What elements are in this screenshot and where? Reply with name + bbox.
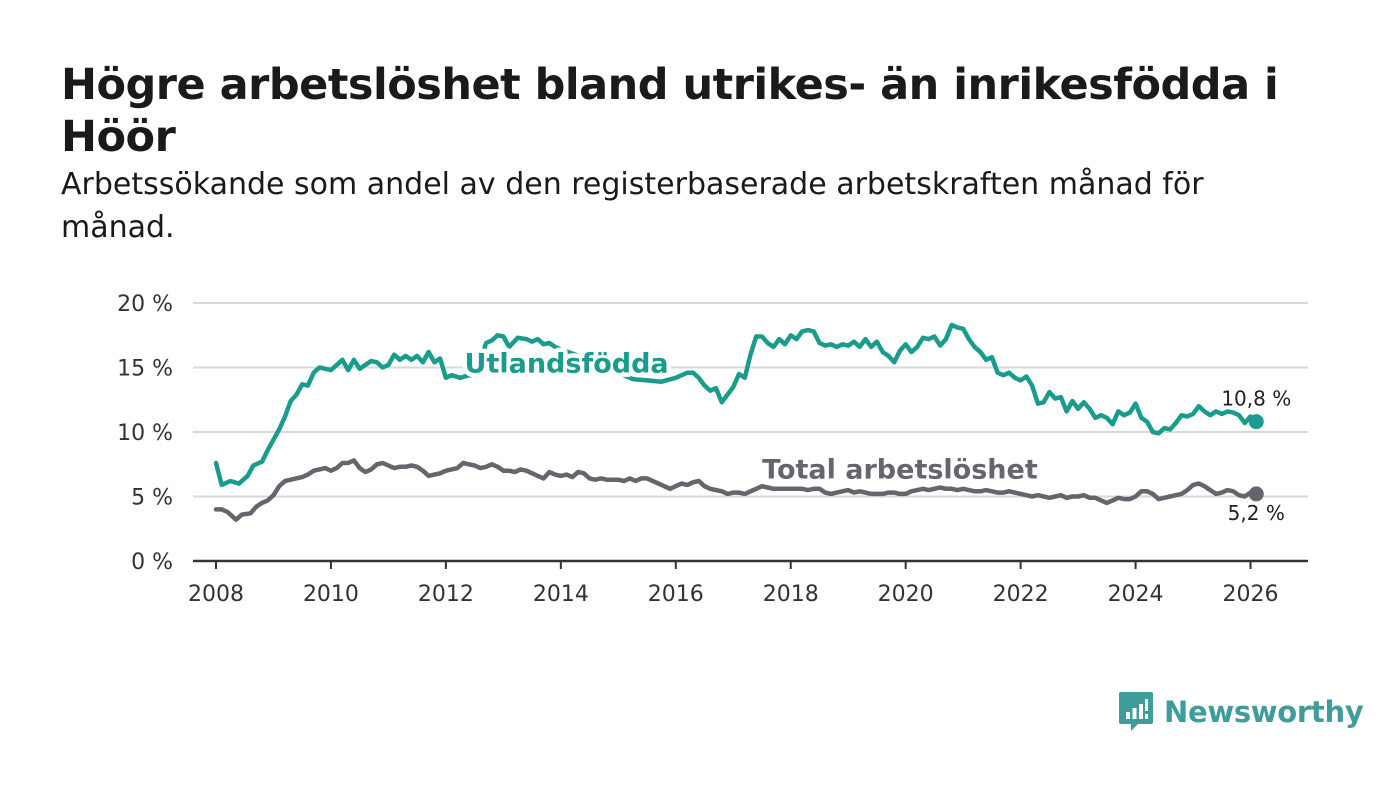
- series-labels: 10,8 % Utlandsfödda 5,2 % Total arbetslöshe…: [460, 344, 1291, 525]
- y-tick-label: 20 %: [117, 292, 173, 317]
- x-axis: 2008 2010 2012 2014 2016 2018 2020 2022 2024 2026: [188, 559, 1308, 607]
- x-tick-label: 2010: [303, 582, 359, 607]
- x-tick-label: 2020: [878, 582, 934, 607]
- total-arbetsloshet-end-point: [1248, 486, 1264, 502]
- x-tick-label: 2026: [1223, 582, 1279, 607]
- bar-chart-speech-bubble-icon: [1119, 692, 1153, 731]
- utlandsfodda-line: [213, 322, 1259, 488]
- brand-name: Newsworthy: [1164, 695, 1364, 729]
- x-tick-label: 2016: [648, 582, 704, 607]
- x-tick-label: 2018: [763, 582, 819, 607]
- utlandsfodda-end-label: 10,8 %: [1221, 387, 1291, 411]
- total-arbetsloshet-line: [213, 458, 1259, 522]
- chart-subtitle: Arbetssökande som andel av den registerb…: [61, 167, 1204, 245]
- y-tick-label: 10 %: [117, 421, 173, 446]
- utlandsfodda-label: Utlandsfödda: [465, 349, 669, 380]
- chart-title: Högre arbetslöshet bland utrikes- än inr…: [61, 60, 1279, 162]
- y-axis-ticks: 0 % 5 % 10 % 15 % 20 %: [117, 292, 173, 575]
- x-tick-label: 2012: [418, 582, 474, 607]
- x-tick-label: 2008: [188, 582, 244, 607]
- y-tick-label: 0 %: [131, 550, 173, 575]
- y-tick-label: 15 %: [117, 357, 173, 382]
- total-arbetsloshet-label: Total arbetslöshet: [762, 454, 1038, 485]
- x-tick-label: 2022: [993, 582, 1049, 607]
- newsworthy-brand: Newsworthy: [1118, 690, 1364, 734]
- utlandsfodda-end-point: [1248, 414, 1264, 430]
- x-tick-label: 2014: [533, 582, 589, 607]
- y-tick-label: 5 %: [131, 486, 173, 511]
- total-end-label: 5,2 %: [1228, 501, 1285, 525]
- series-lines: [213, 322, 1264, 522]
- x-tick-label: 2024: [1108, 582, 1164, 607]
